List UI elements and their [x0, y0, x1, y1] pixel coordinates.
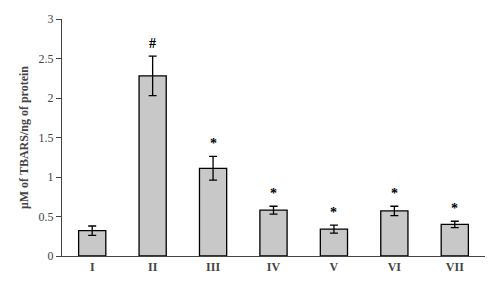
svg-text:VII: VII: [446, 260, 464, 274]
svg-text:*: *: [391, 186, 398, 201]
svg-text:*: *: [330, 205, 337, 220]
svg-text:*: *: [210, 136, 217, 151]
svg-text:VI: VI: [388, 260, 402, 274]
svg-text:II: II: [148, 260, 158, 274]
svg-text:#: #: [149, 36, 156, 51]
svg-text:1: 1: [48, 170, 54, 184]
svg-text:I: I: [90, 260, 95, 274]
svg-text:*: *: [451, 201, 458, 216]
svg-text:2.5: 2.5: [39, 52, 54, 66]
svg-text:V: V: [330, 260, 339, 274]
svg-text:3: 3: [48, 12, 54, 26]
svg-text:1.5: 1.5: [39, 131, 54, 145]
svg-text:IV: IV: [267, 260, 281, 274]
svg-text:2: 2: [48, 91, 54, 105]
svg-text:III: III: [206, 260, 220, 274]
svg-text:*: *: [270, 186, 277, 201]
svg-text:μM of TBARS/ng of protein: μM of TBARS/ng of protein: [17, 66, 31, 209]
svg-text:0.5: 0.5: [39, 210, 54, 224]
svg-text:0: 0: [48, 249, 54, 263]
